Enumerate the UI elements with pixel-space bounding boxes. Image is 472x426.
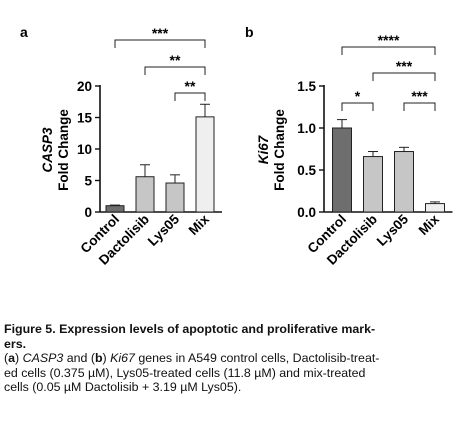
bar-mix bbox=[425, 203, 445, 213]
bar-control bbox=[105, 205, 125, 213]
caption-run: ( bbox=[4, 351, 9, 366]
y-tick-label: 1.0 bbox=[297, 121, 316, 136]
y-tick-label: 5 bbox=[84, 174, 92, 189]
y-tick-label: 0.5 bbox=[297, 163, 316, 178]
y-tick-label: 1.5 bbox=[297, 79, 316, 94]
y-axis-label-gene: Ki67Fold Change bbox=[256, 109, 287, 191]
caption-run: CASP3 bbox=[22, 351, 64, 366]
bar-dactolisib bbox=[135, 176, 155, 213]
caption-body-line-2: ed cells (0.375 µM), Lys05-treated cells… bbox=[4, 365, 366, 380]
caption-run: Ki67 bbox=[110, 351, 135, 366]
y-axis-label-fold-change: Fold Change bbox=[272, 109, 287, 191]
bar-lys05 bbox=[165, 182, 185, 213]
panel-label-b: b bbox=[245, 24, 254, 40]
x-tick-label-mix: Mix bbox=[186, 211, 213, 238]
caption-run: genes in A549 control cells, Dactolisib-… bbox=[134, 351, 380, 366]
significance-bracket bbox=[341, 102, 374, 111]
significance-bracket bbox=[372, 72, 436, 81]
x-tick-label-lys05: Lys05 bbox=[145, 211, 183, 249]
y-axis-label-gene-name: CASP3 bbox=[40, 127, 55, 173]
y-tick-label: 10 bbox=[77, 142, 92, 157]
significance-label: ** bbox=[185, 78, 196, 94]
caption-run: ) bbox=[102, 351, 111, 366]
bar-dactolisib bbox=[363, 156, 383, 213]
bar-control bbox=[332, 127, 352, 213]
y-axis-label-gene: CASP3Fold Change bbox=[40, 109, 71, 191]
caption-run: and ( bbox=[63, 351, 95, 366]
caption-body-line-3: cells (0.05 µM Dactolisib + 3.19 µM Lys0… bbox=[4, 380, 242, 395]
x-tick-label-mix: Mix bbox=[416, 211, 443, 238]
significance-label: *** bbox=[152, 25, 169, 41]
panel-label-a: a bbox=[20, 24, 28, 40]
x-tick-label-lys05: Lys05 bbox=[374, 211, 412, 249]
y-tick-label: 20 bbox=[77, 79, 92, 94]
caption-title-line-1: Figure 5. Expression levels of apoptotic… bbox=[4, 322, 376, 336]
y-axis-label-fold-change: Fold Change bbox=[56, 109, 71, 191]
caption-run: b bbox=[94, 351, 103, 366]
significance-bracket bbox=[341, 46, 436, 55]
significance-label: *** bbox=[396, 58, 413, 74]
y-axis-label-gene-name: Ki67 bbox=[256, 134, 271, 164]
y-tick-label: 15 bbox=[77, 111, 93, 126]
caption-title-line-2: ers. bbox=[4, 336, 27, 351]
significance-label: * bbox=[355, 88, 361, 104]
significance-bracket bbox=[403, 102, 436, 111]
bar-lys05 bbox=[394, 151, 414, 213]
significance-bracket bbox=[114, 39, 206, 48]
caption-run: ) bbox=[15, 351, 23, 366]
y-tick-label: 0 bbox=[84, 205, 92, 220]
figure-caption: Figure 5. Expression levels of apoptotic… bbox=[4, 322, 466, 395]
y-tick-label: 0.0 bbox=[297, 205, 316, 220]
significance-label: **** bbox=[378, 32, 400, 48]
significance-label: ** bbox=[170, 52, 181, 68]
significance-bracket bbox=[144, 66, 206, 75]
significance-bracket bbox=[174, 92, 206, 101]
caption-run: a bbox=[8, 351, 16, 366]
significance-label: *** bbox=[411, 88, 428, 104]
caption-body-line-1: (a) CASP3 and (b) Ki67 genes in A549 con… bbox=[4, 351, 466, 366]
bar-mix bbox=[195, 116, 215, 213]
